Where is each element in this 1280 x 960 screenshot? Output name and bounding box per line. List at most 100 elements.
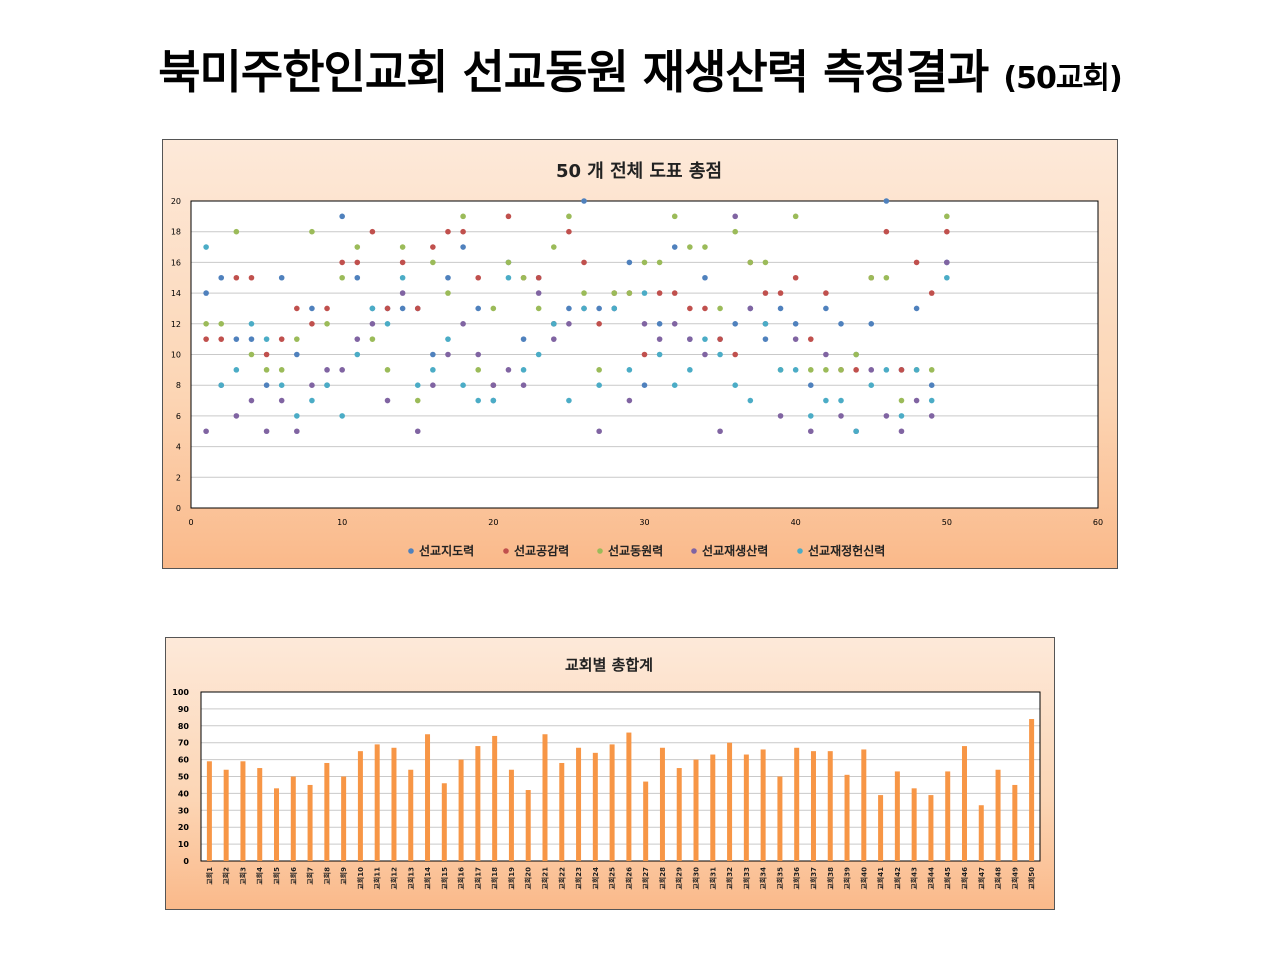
scatter-point-3 <box>430 259 436 266</box>
scatter-point-5 <box>384 321 391 327</box>
scatter-point-3 <box>702 244 708 250</box>
scatter-point-4 <box>309 382 315 388</box>
bar-y-tick-label: 30 <box>178 806 190 815</box>
scatter-point-4 <box>505 367 512 373</box>
scatter-point-1 <box>807 382 814 388</box>
scatter-point-5 <box>369 305 376 312</box>
bar-category-label: 교회26 <box>624 867 633 890</box>
scatter-point-1 <box>475 305 482 312</box>
scatter-point-5 <box>656 351 663 358</box>
scatter-point-2 <box>445 228 451 235</box>
scatter-point-4 <box>702 351 708 358</box>
scatter-point-3 <box>475 367 482 373</box>
scatter-point-3 <box>248 351 255 358</box>
scatter-point-4 <box>233 413 240 419</box>
scatter-point-5 <box>883 367 890 373</box>
bar-y-tick-label: 0 <box>183 857 189 866</box>
scatter-y-tick-label: 2 <box>176 473 181 482</box>
scatter-point-1 <box>354 274 361 281</box>
scatter-point-5 <box>717 351 723 358</box>
scatter-point-5 <box>626 367 633 373</box>
bar <box>794 747 800 861</box>
bar <box>458 759 464 861</box>
bar-category-label: 교회25 <box>608 867 617 890</box>
scatter-point-3 <box>278 367 285 373</box>
scatter-point-5 <box>218 382 225 388</box>
scatter-point-5 <box>928 397 935 404</box>
scatter-point-5 <box>913 367 920 373</box>
scatter-point-2 <box>505 213 512 220</box>
scatter-point-3 <box>460 213 466 220</box>
scatter-chart-frame: 0 2 4 6 8 10 12 14 16 18 20 0 10 20 30 40 50 60 50 개 전체 도표… <box>162 139 1118 569</box>
scatter-point-1 <box>399 305 406 312</box>
scatter-point-3 <box>520 274 527 281</box>
scatter-point-2 <box>581 259 587 266</box>
scatter-point-5 <box>475 397 482 404</box>
page-title-main: 북미주한인교회 선교동원 재생산력 측정결과 <box>158 45 989 99</box>
bar <box>894 771 900 861</box>
scatter-point-3 <box>792 213 799 220</box>
scatter-point-3 <box>671 213 678 220</box>
scatter-point-3 <box>853 351 859 358</box>
bar-chart-title: 교회별 총합계 <box>565 656 653 674</box>
bar <box>995 769 1001 861</box>
bar <box>978 805 984 861</box>
bar <box>475 746 481 861</box>
bar-category-label: 교회24 <box>591 867 600 890</box>
scatter-point-5 <box>309 397 315 404</box>
bar <box>710 754 716 861</box>
scatter-point-2 <box>853 367 859 373</box>
scatter-point-1 <box>913 305 920 312</box>
scatter-point-1 <box>596 305 602 312</box>
scatter-point-4 <box>641 321 648 327</box>
bar <box>492 735 498 861</box>
scatter-point-2 <box>671 290 678 296</box>
scatter-point-4 <box>626 397 633 404</box>
scatter-point-1 <box>702 274 708 281</box>
scatter-point-5 <box>898 413 905 419</box>
scatter-point-1 <box>263 382 270 388</box>
scatter-point-5 <box>792 367 799 373</box>
bar-category-label: 교회10 <box>356 867 365 890</box>
scatter-point-3 <box>626 290 633 296</box>
bar <box>961 746 967 861</box>
scatter-x-tick-label: 20 <box>488 518 498 527</box>
scatter-point-4 <box>278 397 285 404</box>
scatter-point-2 <box>928 290 935 296</box>
bar-category-label: 교회43 <box>910 867 919 890</box>
bar <box>609 744 615 861</box>
scatter-y-tick-label: 20 <box>171 197 181 206</box>
scatter-point-1 <box>460 244 466 250</box>
bar-chart-frame: 0 10 20 30 40 50 60 70 80 90 100 교회별 총합계 교회1 교회2 교회3 교회… <box>165 637 1055 910</box>
bar-category-label: 교회22 <box>557 867 566 890</box>
scatter-point-2 <box>309 321 315 327</box>
bar-category-label: 교회32 <box>725 867 734 890</box>
bar-category-label: 교회41 <box>876 867 885 890</box>
bar-category-label: 교회23 <box>574 867 583 890</box>
scatter-point-1 <box>218 274 225 281</box>
scatter-point-1 <box>278 274 285 281</box>
bar-y-tick-label: 20 <box>178 823 190 832</box>
scatter-point-2 <box>263 351 270 358</box>
scatter-point-4 <box>535 290 542 296</box>
bar-category-label: 교회46 <box>960 867 969 890</box>
scatter-point-1 <box>656 321 663 327</box>
bar-category-label: 교회29 <box>675 867 684 890</box>
bar <box>1012 784 1018 861</box>
bar <box>1029 719 1035 861</box>
scatter-point-5 <box>324 382 330 388</box>
bar <box>659 747 665 861</box>
scatter-point-5 <box>248 321 255 327</box>
scatter-point-2 <box>762 290 769 296</box>
scatter-point-4 <box>490 382 497 388</box>
bar-y-tick-label: 80 <box>178 722 190 731</box>
bar-y-tick-label: 100 <box>172 688 189 697</box>
bar-category-label: 교회38 <box>826 867 835 890</box>
scatter-point-3 <box>369 336 376 342</box>
bar <box>374 744 380 861</box>
scatter-point-3 <box>354 244 361 250</box>
bar <box>441 783 447 861</box>
scatter-x-tick-label: 60 <box>1093 518 1103 527</box>
bar-category-label: 교회9 <box>339 867 348 885</box>
